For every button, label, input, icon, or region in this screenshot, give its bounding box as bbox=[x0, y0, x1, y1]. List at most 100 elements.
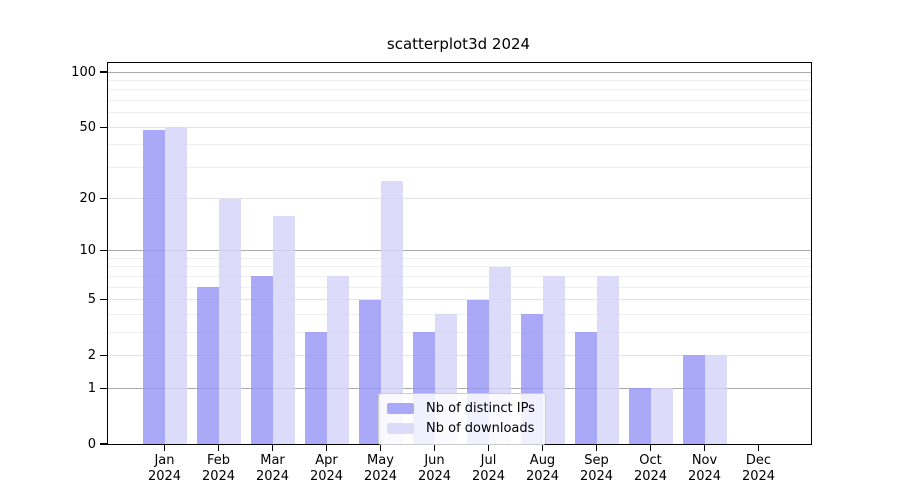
y-tick-mark bbox=[100, 198, 107, 200]
x-tick-mark bbox=[163, 445, 166, 451]
legend-item-distinct-ips: Nb of distinct IPs bbox=[387, 399, 535, 418]
bar-downloads bbox=[272, 215, 295, 444]
minor-gridline bbox=[108, 89, 811, 91]
x-tick-label-line: 2024 bbox=[201, 469, 236, 484]
bar-distinct-ips bbox=[358, 299, 381, 444]
bar-distinct-ips bbox=[628, 388, 651, 444]
major-gridline bbox=[108, 354, 811, 356]
x-tick-label-line: 2024 bbox=[525, 469, 560, 484]
x-tick-label-line: Dec bbox=[745, 453, 772, 468]
x-tick-label-line: Mar bbox=[260, 453, 285, 468]
y-tick-label: 10 bbox=[79, 243, 96, 259]
decade-gridline bbox=[108, 387, 811, 389]
bar-downloads bbox=[542, 276, 565, 444]
axis-layer: 0 1 2 5 10 20 50 100 Jan 2024 Feb 2024 Mar 2024 Apr 202… bbox=[71, 63, 811, 484]
x-tick-label-line: 2024 bbox=[309, 469, 344, 484]
x-tick-label-line: 2024 bbox=[633, 469, 668, 484]
bar-distinct-ips bbox=[304, 332, 327, 444]
x-tick-label: Jul 2024 bbox=[457, 453, 521, 485]
y-tick-label: 50 bbox=[79, 119, 96, 135]
bar-downloads bbox=[704, 355, 727, 444]
gridline-layer bbox=[108, 63, 811, 444]
x-tick-label: Jun 2024 bbox=[403, 453, 467, 485]
bar-distinct-ips bbox=[142, 130, 165, 444]
x-tick-mark bbox=[595, 445, 598, 451]
legend-swatch-distinct-ips bbox=[387, 403, 414, 414]
x-tick-label: Apr 2024 bbox=[295, 453, 359, 485]
x-tick-mark bbox=[325, 445, 328, 451]
bar-downloads bbox=[326, 276, 349, 444]
bar-downloads bbox=[218, 198, 241, 444]
minor-gridline bbox=[108, 79, 811, 81]
x-tick-label-line: 2024 bbox=[147, 469, 182, 484]
bar-downloads bbox=[380, 181, 403, 444]
x-tick-label-line: May bbox=[367, 453, 394, 468]
y-tick-mark bbox=[100, 71, 107, 73]
x-tick-mark bbox=[541, 445, 544, 451]
x-tick-mark bbox=[379, 445, 382, 451]
chart-title: scatterplot3d 2024 bbox=[386, 35, 531, 53]
minor-gridline bbox=[108, 166, 811, 168]
minor-gridline bbox=[108, 331, 811, 333]
x-tick-mark bbox=[757, 445, 760, 451]
legend-item-downloads: Nb of downloads bbox=[387, 419, 535, 438]
x-tick-label: Nov 2024 bbox=[673, 453, 737, 485]
minor-gridline bbox=[108, 112, 811, 114]
y-tick-label: 100 bbox=[71, 64, 96, 80]
x-tick-label-line: 2024 bbox=[579, 469, 614, 484]
bar-layer bbox=[108, 63, 811, 444]
bar-distinct-ips bbox=[250, 276, 273, 444]
y-tick-label: 20 bbox=[79, 191, 96, 207]
x-tick-label-line: Aug bbox=[529, 453, 556, 468]
legend-label-distinct-ips: Nb of distinct IPs bbox=[426, 401, 535, 416]
legend-label-downloads: Nb of downloads bbox=[426, 421, 535, 436]
x-tick-label: Mar 2024 bbox=[241, 453, 305, 485]
bar-downloads bbox=[596, 276, 619, 444]
y-tick-label: 2 bbox=[87, 347, 96, 363]
y-tick-mark bbox=[100, 298, 107, 301]
x-tick-label-line: 2024 bbox=[363, 469, 398, 484]
x-tick-label: May 2024 bbox=[349, 453, 413, 485]
y-tick-label: 1 bbox=[87, 380, 96, 396]
minor-gridline bbox=[108, 313, 811, 315]
minor-gridline bbox=[108, 286, 811, 288]
x-tick-label: Aug 2024 bbox=[511, 453, 575, 485]
y-tick-mark bbox=[100, 443, 107, 445]
minor-gridline bbox=[108, 266, 811, 268]
bar-distinct-ips bbox=[574, 332, 597, 444]
x-tick-label-line: Jul bbox=[480, 453, 497, 468]
x-tick-label-line: Feb bbox=[206, 453, 231, 468]
x-tick-mark bbox=[271, 445, 274, 451]
y-tick-label: 5 bbox=[87, 292, 96, 308]
x-tick-label: Sep 2024 bbox=[565, 453, 629, 485]
x-tick-label-line: Apr bbox=[315, 453, 338, 468]
x-tick-label-line: 2024 bbox=[687, 469, 722, 484]
x-tick-label-line: Oct bbox=[639, 453, 662, 468]
x-tick-label: Dec 2024 bbox=[727, 453, 791, 485]
bar-distinct-ips bbox=[682, 355, 705, 444]
y-tick-mark bbox=[100, 387, 107, 389]
decade-gridline bbox=[108, 71, 811, 73]
decade-gridline bbox=[108, 250, 811, 252]
x-tick-label-line: 2024 bbox=[471, 469, 506, 484]
legend: Nb of distinct IPs Nb of downloads bbox=[378, 393, 546, 445]
x-tick-mark bbox=[487, 445, 490, 451]
minor-gridline bbox=[108, 275, 811, 277]
major-gridline bbox=[108, 126, 811, 128]
y-tick-mark bbox=[100, 126, 107, 128]
y-tick-mark bbox=[100, 250, 107, 252]
x-tick-label: Feb 2024 bbox=[187, 453, 251, 485]
x-tick-label-line: 2024 bbox=[255, 469, 290, 484]
minor-gridline bbox=[108, 144, 811, 146]
bar-downloads bbox=[650, 388, 673, 444]
x-tick-mark bbox=[433, 445, 436, 451]
x-tick-label: Oct 2024 bbox=[619, 453, 683, 485]
x-tick-label-line: 2024 bbox=[741, 469, 776, 484]
y-tick-label: 0 bbox=[87, 436, 96, 452]
major-gridline bbox=[108, 299, 811, 301]
x-tick-label-line: Jun bbox=[424, 453, 445, 468]
x-tick-label-line: Nov bbox=[691, 453, 718, 468]
plot-area: 0 1 2 5 10 20 50 100 Jan 2024 Feb 2024 Mar 2024 Apr 202… bbox=[71, 62, 812, 484]
minor-gridline bbox=[108, 257, 811, 259]
